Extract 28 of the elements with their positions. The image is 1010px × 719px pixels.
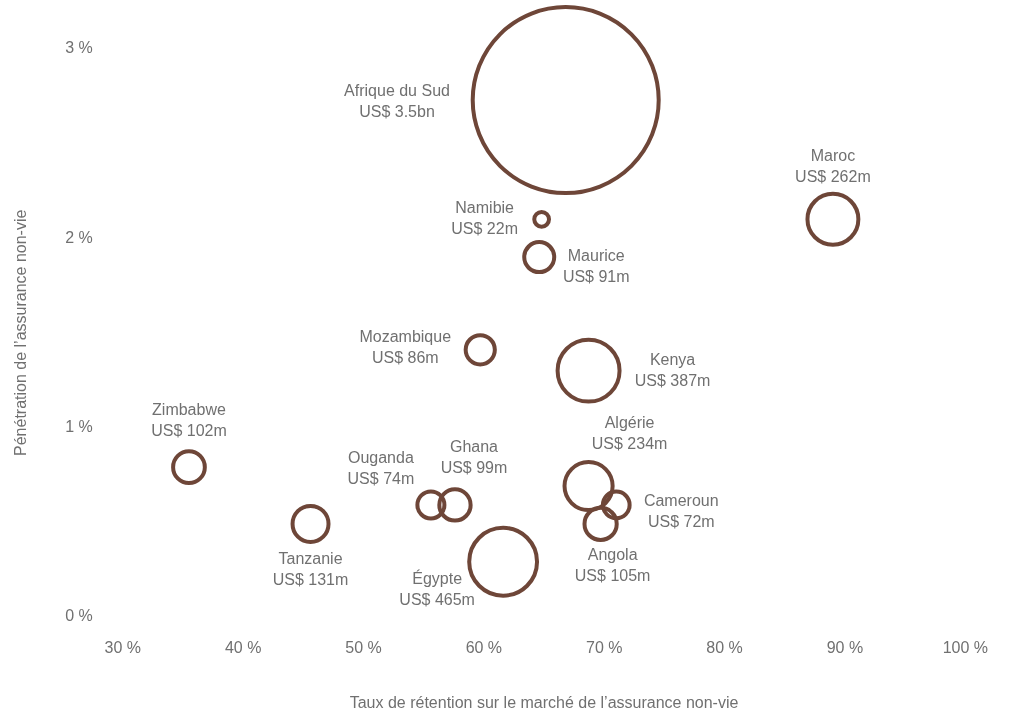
annotation: Égypte US$ 465m bbox=[399, 569, 475, 609]
x-tick-label: 50 % bbox=[345, 638, 382, 656]
x-axis-title: Taux de rétention sur le marché de l’assurance non-vie bbox=[349, 693, 739, 711]
y-tick-label: 2 % bbox=[65, 228, 93, 246]
y-axis-title: Pénétration de l’assurance non-vie bbox=[12, 209, 30, 456]
y-tick-label: 0 % bbox=[65, 607, 93, 625]
y-tick-label: 1 % bbox=[65, 417, 93, 435]
x-tick-label: 70 % bbox=[585, 638, 623, 656]
annotation: Zimbabwe US$ 102m bbox=[151, 400, 227, 439]
annotation: Kenya US$ 387m bbox=[634, 351, 711, 390]
annotation: Maroc US$ 262m bbox=[795, 146, 871, 185]
x-tick-label: 60 % bbox=[465, 638, 503, 656]
x-tick-label: 30 % bbox=[104, 638, 141, 656]
x-tick-label: 40 % bbox=[224, 638, 262, 656]
annotation: Tanzanie US$ 131m bbox=[272, 550, 349, 589]
annotation: Mozambique US$ 86m bbox=[359, 328, 452, 367]
annotation: Afrique du Sud US$ 3.5bn bbox=[344, 82, 450, 121]
annotation: Cameroun US$ 72m bbox=[643, 492, 719, 531]
annotation: Angola US$ 105m bbox=[574, 546, 651, 585]
x-tick-label: 90 % bbox=[826, 638, 864, 656]
annotation: Ouganda US$ 74m bbox=[347, 449, 415, 488]
annotation: Algérie US$ 234m bbox=[591, 414, 668, 453]
y-tick-label: 3 % bbox=[65, 39, 93, 57]
x-tick-label: 80 % bbox=[706, 638, 743, 656]
x-tick-label: 100 % bbox=[942, 638, 988, 656]
annotation: Maurice US$ 91m bbox=[562, 246, 630, 285]
annotation: Ghana US$ 99m bbox=[440, 438, 508, 477]
annotation: Namibie US$ 22m bbox=[451, 198, 518, 237]
